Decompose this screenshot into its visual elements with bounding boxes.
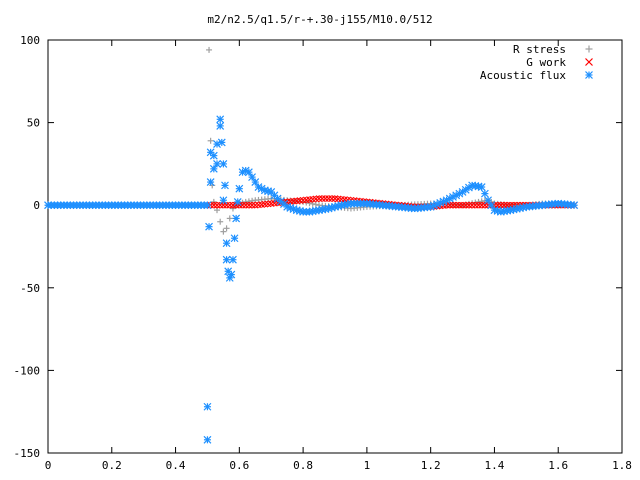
acoustic-flux-point bbox=[233, 197, 242, 206]
r-stress-point bbox=[206, 46, 213, 53]
r-stress-point bbox=[220, 228, 227, 235]
y-tick-label: 100 bbox=[20, 34, 40, 47]
g-work-point bbox=[325, 195, 333, 203]
g-work-point bbox=[226, 201, 234, 209]
acoustic-flux-point bbox=[219, 159, 228, 168]
acoustic-flux-point bbox=[206, 178, 215, 186]
acoustic-flux-point bbox=[213, 159, 221, 168]
y-tick-label: -50 bbox=[20, 282, 40, 295]
legend-marker bbox=[585, 71, 593, 79]
legend-label: Acoustic flux bbox=[480, 69, 566, 82]
r-stress-point bbox=[226, 215, 233, 222]
x-tick-label: 0.4 bbox=[166, 459, 186, 472]
y-tick-label: -100 bbox=[14, 364, 41, 377]
axes: 0 0.2 0.4 0.6 0.8 1 1.2 1.4 1.6 1.8 100 50 0 -50 -100 -… bbox=[14, 34, 632, 472]
series-acoustic-flux bbox=[44, 115, 579, 444]
acoustic-flux-point bbox=[203, 435, 212, 444]
r-stress-point bbox=[306, 200, 313, 207]
legend-label: G work bbox=[526, 56, 566, 69]
r-stress-point bbox=[217, 218, 224, 225]
x-tick-label: 0.8 bbox=[293, 459, 313, 472]
r-stress-point bbox=[210, 198, 217, 205]
acoustic-flux-point bbox=[222, 239, 231, 248]
r-stress-point bbox=[309, 200, 316, 207]
y-tick-label: 50 bbox=[27, 117, 40, 130]
g-work-point bbox=[328, 195, 336, 203]
acoustic-flux-point bbox=[570, 201, 579, 210]
legend-marker bbox=[585, 58, 593, 66]
acoustic-flux-point bbox=[477, 183, 486, 191]
x-tick-label: 1.6 bbox=[548, 459, 568, 472]
x-tick-label: 0.6 bbox=[229, 459, 249, 472]
legend-marker bbox=[585, 45, 593, 53]
acoustic-flux-point bbox=[213, 140, 221, 149]
acoustic-flux-point bbox=[229, 255, 237, 264]
acoustic-flux-point bbox=[209, 151, 218, 160]
x-tick-label: 0.2 bbox=[102, 459, 122, 472]
acoustic-flux-point bbox=[480, 189, 489, 198]
y-tick-label: -150 bbox=[14, 447, 41, 460]
legend-label: R stress bbox=[513, 43, 566, 56]
x-tick-label: 1 bbox=[364, 459, 371, 472]
plot-frame bbox=[47, 39, 623, 454]
acoustic-flux-point bbox=[216, 121, 225, 130]
acoustic-flux-point bbox=[216, 115, 225, 124]
g-work-point bbox=[318, 195, 326, 203]
r-stress-point bbox=[223, 225, 230, 232]
acoustic-flux-point bbox=[227, 270, 236, 279]
r-stress-point bbox=[229, 205, 236, 212]
acoustic-flux-point bbox=[217, 138, 226, 147]
x-tick-label: 0 bbox=[45, 459, 52, 472]
acoustic-flux-point bbox=[221, 181, 229, 190]
x-tick-label: 1.4 bbox=[485, 459, 505, 472]
x-tick-label: 1.8 bbox=[612, 459, 632, 472]
data-points bbox=[44, 46, 579, 444]
acoustic-flux-point bbox=[232, 214, 241, 223]
acoustic-flux-point bbox=[203, 402, 212, 411]
r-stress-point bbox=[214, 207, 221, 214]
y-tick-label: 0 bbox=[33, 199, 40, 212]
acoustic-flux-point bbox=[219, 196, 228, 205]
acoustic-flux-point bbox=[205, 222, 213, 231]
acoustic-flux-point bbox=[222, 255, 231, 264]
acoustic-flux-point bbox=[230, 234, 239, 243]
chart-title: m2/n2.5/q1.5/r-+.30-j155/M10.0/512 bbox=[207, 13, 432, 26]
g-work-point bbox=[322, 195, 329, 203]
acoustic-flux-point bbox=[235, 184, 244, 193]
acoustic-flux-point bbox=[203, 201, 212, 210]
r-stress-point bbox=[207, 137, 214, 144]
x-tick-label: 1.2 bbox=[421, 459, 441, 472]
